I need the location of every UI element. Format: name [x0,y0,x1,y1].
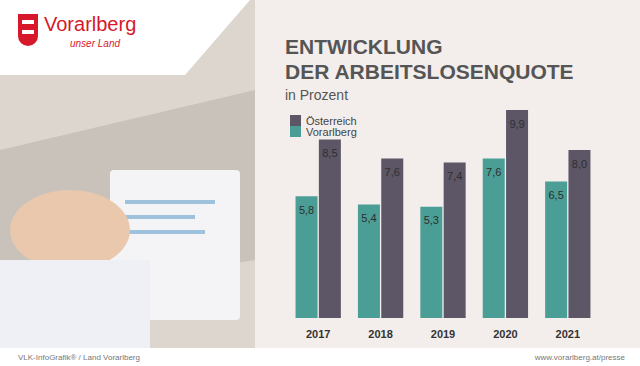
svg-text:2019: 2019 [431,328,455,340]
svg-text:ENTWICKLUNG: ENTWICKLUNG [285,35,442,58]
svg-text:7,6: 7,6 [385,166,400,178]
svg-text:6,5: 6,5 [548,189,563,201]
svg-text:9,9: 9,9 [509,118,524,130]
svg-text:DER ARBEITSLOSENQUOTE: DER ARBEITSLOSENQUOTE [285,60,574,83]
svg-text:2017: 2017 [306,328,330,340]
svg-text:www.vorarlberg.at/presse: www.vorarlberg.at/presse [534,353,626,362]
svg-text:5,8: 5,8 [299,204,314,216]
svg-text:2018: 2018 [368,328,392,340]
svg-text:Österreich: Österreich [306,114,357,127]
svg-text:2021: 2021 [556,328,580,340]
svg-text:unser Land: unser Land [70,38,120,49]
svg-text:8,5: 8,5 [322,147,337,159]
svg-text:7,6: 7,6 [486,166,501,178]
svg-text:2020: 2020 [493,328,517,340]
svg-text:5,3: 5,3 [424,214,439,226]
svg-text:5,4: 5,4 [361,212,376,224]
svg-text:7,4: 7,4 [447,170,462,182]
svg-text:8,0: 8,0 [572,158,587,170]
svg-text:Vorarlberg: Vorarlberg [44,13,136,35]
svg-text:VLK-InfoGrafik® / Land Vorarlb: VLK-InfoGrafik® / Land Vorarlberg [18,353,140,362]
svg-text:Vorarlberg: Vorarlberg [306,126,357,138]
svg-text:in Prozent: in Prozent [285,87,348,103]
